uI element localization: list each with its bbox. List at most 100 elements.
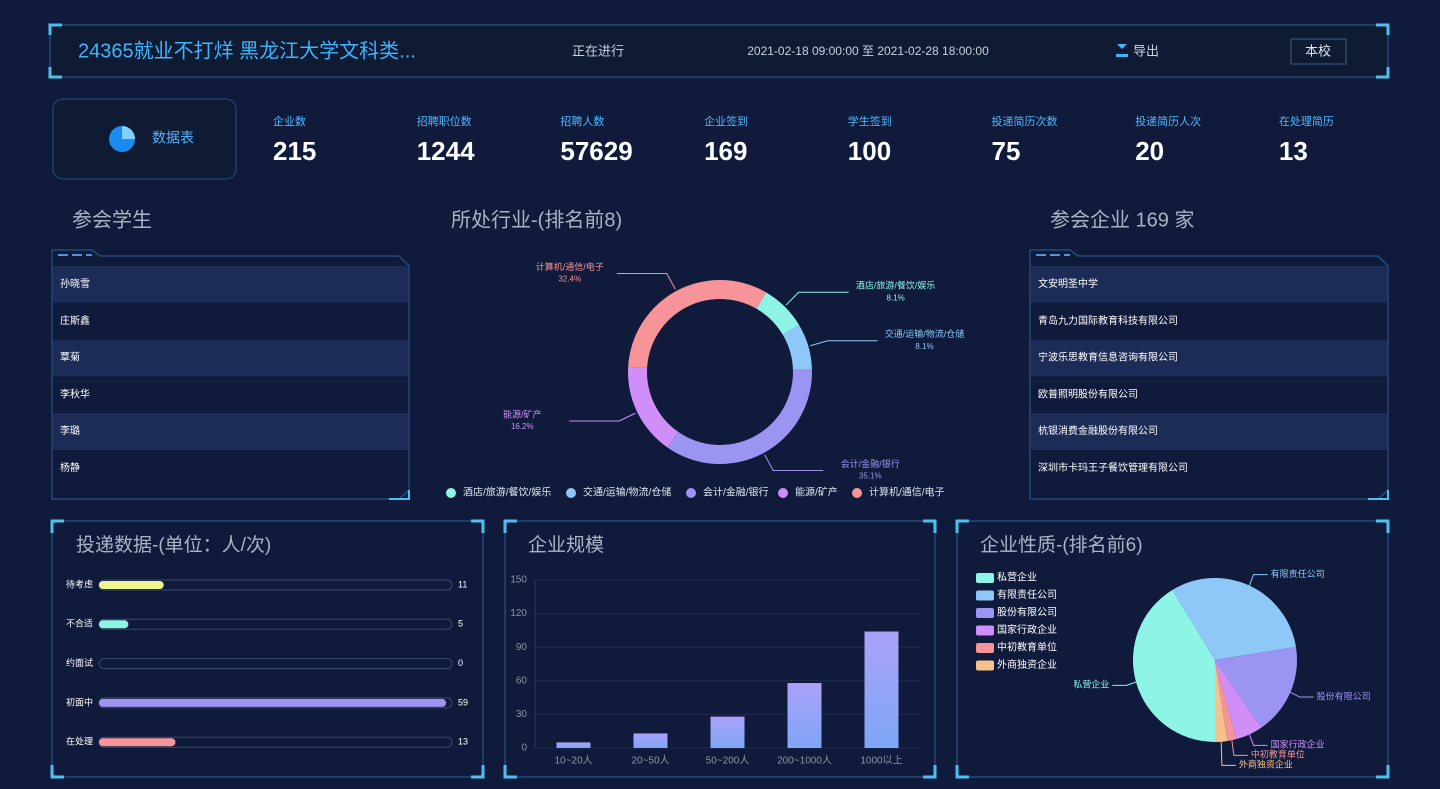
legend-label: 能源/矿产 <box>795 486 838 499</box>
time-range: 2021-02-18 09:00:00 至 2021-02-28 18:00:0… <box>747 44 989 58</box>
panel-frame <box>504 520 936 778</box>
leader-line <box>1112 681 1137 686</box>
legend-swatch <box>976 625 994 636</box>
scale-title: 企业规模 <box>528 534 604 556</box>
slice-value: 8.1% <box>887 293 905 302</box>
slice-label: 交通/运输/物流/仓储 <box>885 328 965 339</box>
bar-value: 11 <box>458 579 467 589</box>
list-row <box>53 266 408 303</box>
slice-value: 16.2% <box>511 422 534 431</box>
bar-value: 13 <box>458 737 468 747</box>
x-tick-label: 1000以上 <box>860 755 902 767</box>
list-item: 庄斯鑫 <box>60 314 90 327</box>
header-frame <box>49 24 1389 78</box>
panel-corners <box>50 519 485 779</box>
stat-label: 投递简历次数 <box>992 114 1058 128</box>
panel-frame <box>956 520 1389 778</box>
slice-label: 私营企业 <box>1073 679 1109 690</box>
legend-swatch <box>976 573 994 583</box>
stat-value: 169 <box>704 136 747 166</box>
list-item: 宁波乐思教育信息咨询有限公司 <box>1038 351 1178 364</box>
x-tick-label: 10~20人 <box>554 755 592 767</box>
list-item: 欧普照明股份有限公司 <box>1038 387 1138 400</box>
panel-corners <box>503 519 937 779</box>
scope-label[interactable]: 本校 <box>1305 43 1331 58</box>
industry-title: 所处行业-(排名前8) <box>451 208 622 231</box>
list-item: 深圳市卡玛王子餐饮管理有限公司 <box>1038 461 1188 474</box>
list-row <box>1031 339 1387 377</box>
legend-label: 交通/运输/物流/仓储 <box>583 486 671 499</box>
list-row <box>53 339 408 377</box>
slice-label: 有限责任公司 <box>1271 568 1325 579</box>
stat-label: 招聘人数 <box>560 114 604 128</box>
list-item: 杨静 <box>60 461 80 474</box>
students-title: 参会学生 <box>72 208 152 231</box>
stats-icon-slice <box>122 126 135 139</box>
bar <box>633 733 668 748</box>
y-tick-label: 150 <box>510 575 527 586</box>
legend-label: 有限责任公司 <box>997 588 1057 601</box>
leader-line <box>810 340 878 347</box>
y-tick-label: 120 <box>510 608 527 619</box>
leader-line <box>1248 574 1268 586</box>
legend-swatch <box>446 488 456 498</box>
slice-label: 能源/矿产 <box>503 408 542 419</box>
legend-swatch <box>686 488 696 498</box>
donut-slice <box>667 369 812 464</box>
export-button[interactable]: 导出 <box>1133 43 1159 58</box>
bar-value: 5 <box>458 619 463 629</box>
leader-line <box>1248 734 1268 746</box>
list-frame <box>1029 249 1389 500</box>
leader-line <box>785 291 849 306</box>
donut-slice <box>628 280 766 368</box>
legend-swatch <box>852 488 862 498</box>
export-icon[interactable] <box>1116 44 1128 57</box>
y-tick-label: 30 <box>516 709 528 720</box>
stats-icon-box <box>52 98 237 180</box>
donut-slice <box>756 292 800 335</box>
bar-label: 待考虑 <box>66 578 93 589</box>
panel-frame <box>51 520 484 778</box>
stat-value: 75 <box>992 136 1021 166</box>
legend-label: 计算机/通信/电子 <box>869 486 945 499</box>
x-tick-label: 50~200人 <box>706 755 750 767</box>
stats-label: 数据表 <box>152 130 194 146</box>
pie-slice <box>1215 660 1262 740</box>
list-frame-corner <box>1368 490 1389 500</box>
header-title: 24365就业不打烊 黑龙江大学文科类... <box>78 39 416 62</box>
progress-bar <box>99 738 176 747</box>
list-item: 李璐 <box>60 424 80 437</box>
donut-slice <box>782 324 812 370</box>
legend-swatch <box>976 608 994 618</box>
scope-button[interactable] <box>1290 38 1347 65</box>
y-tick-label: 90 <box>516 642 528 653</box>
list-row <box>53 413 408 450</box>
slice-label: 外商独资企业 <box>1239 759 1293 770</box>
legend-swatch <box>778 488 788 498</box>
slice-label: 中初教育单位 <box>1251 749 1305 760</box>
x-tick-label: 20~50人 <box>631 755 669 767</box>
slice-value: 8.1% <box>915 342 933 351</box>
bar-track <box>98 658 453 670</box>
slice-label: 国家行政企业 <box>1271 739 1325 750</box>
leader-line <box>616 272 676 290</box>
list-item: 孙晓雪 <box>60 277 90 290</box>
y-tick-label: 60 <box>516 675 528 686</box>
bar-label: 不合适 <box>66 618 93 629</box>
stat-label: 企业数 <box>273 114 306 128</box>
list-item: 杭银消费金融股份有限公司 <box>1038 424 1158 437</box>
progress-bar <box>99 581 164 589</box>
legend-swatch <box>976 660 994 671</box>
leader-line <box>1231 740 1248 756</box>
leader-line <box>1220 741 1236 766</box>
leader-line <box>764 454 824 472</box>
leader-line <box>1290 691 1314 698</box>
legend-label: 中初教育单位 <box>997 641 1057 654</box>
stat-label: 在处理简历 <box>1279 114 1334 128</box>
pie-slice <box>1215 646 1298 728</box>
list-item: 李秋华 <box>60 387 90 400</box>
legend-label: 私营企业 <box>997 571 1037 584</box>
header-corners <box>48 23 1390 79</box>
panel-corners <box>955 519 1390 779</box>
pie-slice <box>1215 660 1237 742</box>
